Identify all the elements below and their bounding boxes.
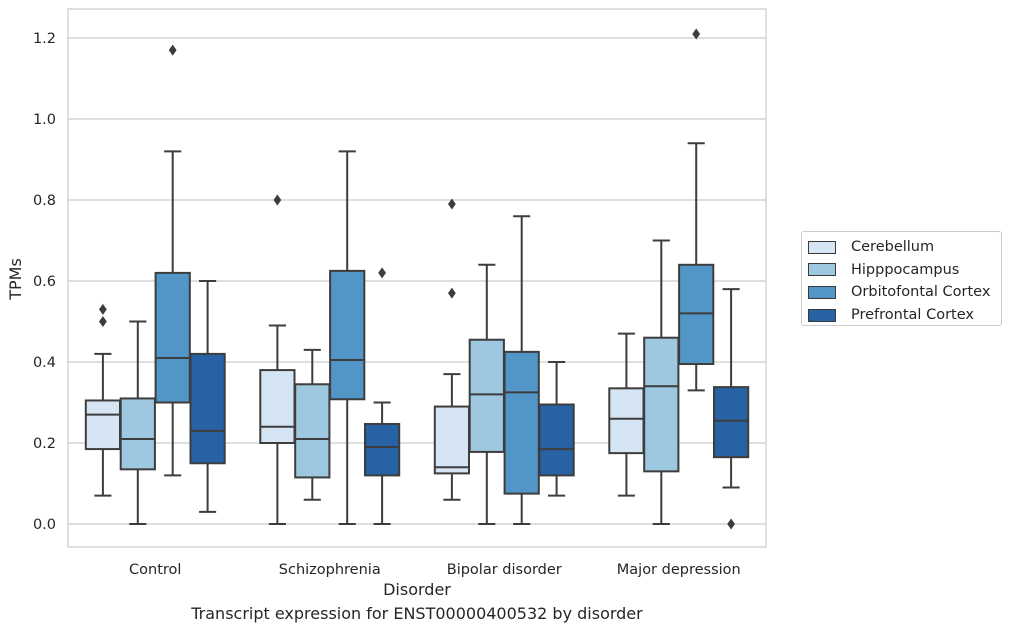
box-group bbox=[503, 215, 540, 525]
outlier-point bbox=[99, 316, 107, 327]
legend-swatch bbox=[808, 308, 836, 322]
x-axis-label: Disorder bbox=[383, 580, 451, 599]
outlier-point bbox=[692, 28, 701, 40]
x-tick-labels: Control Schizophrenia Bipolar disorder Majo… bbox=[129, 562, 741, 578]
box-group bbox=[363, 267, 401, 525]
box-iqr bbox=[363, 422, 401, 477]
outlier-point bbox=[378, 267, 386, 279]
outlier-point bbox=[727, 518, 735, 530]
box-iqr bbox=[608, 387, 645, 455]
legend-swatch bbox=[808, 263, 836, 277]
outlier-point bbox=[168, 44, 177, 56]
plot-frame bbox=[67, 8, 767, 548]
legend: Cerebellum Hipppocampus Orbitofontal Corte… bbox=[801, 231, 1002, 326]
y-tick-label: 0.4 bbox=[33, 355, 56, 371]
box-iqr bbox=[678, 263, 715, 366]
legend-label: Orbitofontal Cortex bbox=[851, 284, 991, 301]
y-tick-label: 0.8 bbox=[33, 193, 56, 209]
box-group bbox=[643, 239, 680, 525]
y-tick-label: 0.0 bbox=[33, 517, 56, 533]
legend-item: Orbitofontal Cortex bbox=[808, 281, 1001, 304]
box-iqr bbox=[154, 271, 191, 404]
box-group bbox=[84, 303, 122, 497]
x-tick-label: Schizophrenia bbox=[279, 562, 381, 578]
x-tick-label: Major depression bbox=[617, 562, 741, 578]
box-iqr bbox=[119, 397, 156, 471]
x-tick-label: Bipolar disorder bbox=[447, 562, 562, 578]
box-group bbox=[294, 348, 331, 501]
box-iqr bbox=[84, 399, 122, 451]
box-group bbox=[468, 263, 505, 525]
legend-item: Prefrontal Cortex bbox=[808, 304, 1001, 327]
box-group bbox=[538, 361, 575, 497]
box-group bbox=[678, 28, 715, 392]
box-group bbox=[608, 332, 645, 497]
y-tick-label: 1.2 bbox=[33, 31, 56, 47]
box-iqr bbox=[294, 383, 331, 479]
outlier-point bbox=[448, 287, 456, 299]
y-tick-label: 0.6 bbox=[33, 274, 56, 290]
y-tick-label: 1.0 bbox=[33, 112, 56, 128]
box-group bbox=[259, 194, 296, 525]
box-iqr bbox=[712, 386, 750, 459]
box-iqr bbox=[643, 336, 680, 473]
box-group bbox=[433, 198, 471, 501]
outlier-point bbox=[273, 194, 282, 206]
box-iqr bbox=[538, 403, 575, 477]
chart-caption: Transcript expression for ENST0000040053… bbox=[191, 604, 643, 623]
y-axis-label: TPMs bbox=[6, 258, 25, 301]
box-iqr bbox=[189, 352, 226, 465]
box-iqr bbox=[503, 350, 540, 495]
legend-label: Hipppocampus bbox=[851, 261, 960, 278]
box-iqr bbox=[259, 369, 296, 445]
y-tick-label: 0.2 bbox=[33, 436, 56, 452]
legend-item: Hipppocampus bbox=[808, 259, 1001, 282]
box-group bbox=[154, 44, 191, 477]
box-iqr bbox=[468, 338, 505, 453]
box-iqr bbox=[433, 405, 471, 475]
box-group bbox=[189, 280, 226, 513]
x-tick-label: Control bbox=[129, 562, 181, 578]
legend-swatch bbox=[808, 285, 836, 299]
legend-item: Cerebellum bbox=[808, 236, 1001, 259]
box-group bbox=[329, 150, 366, 525]
boxes-layer bbox=[84, 28, 750, 530]
outlier-point bbox=[448, 198, 456, 210]
y-tick-labels: 0.0 0.2 0.4 0.6 0.8 1.0 1.2 bbox=[33, 31, 56, 533]
box-group bbox=[712, 288, 750, 530]
box-iqr bbox=[329, 269, 366, 401]
legend-swatch bbox=[808, 240, 836, 254]
outlier-point bbox=[99, 303, 107, 315]
box-group bbox=[119, 320, 156, 525]
legend-label: Cerebellum bbox=[851, 239, 935, 256]
legend-label: Prefrontal Cortex bbox=[851, 307, 974, 324]
